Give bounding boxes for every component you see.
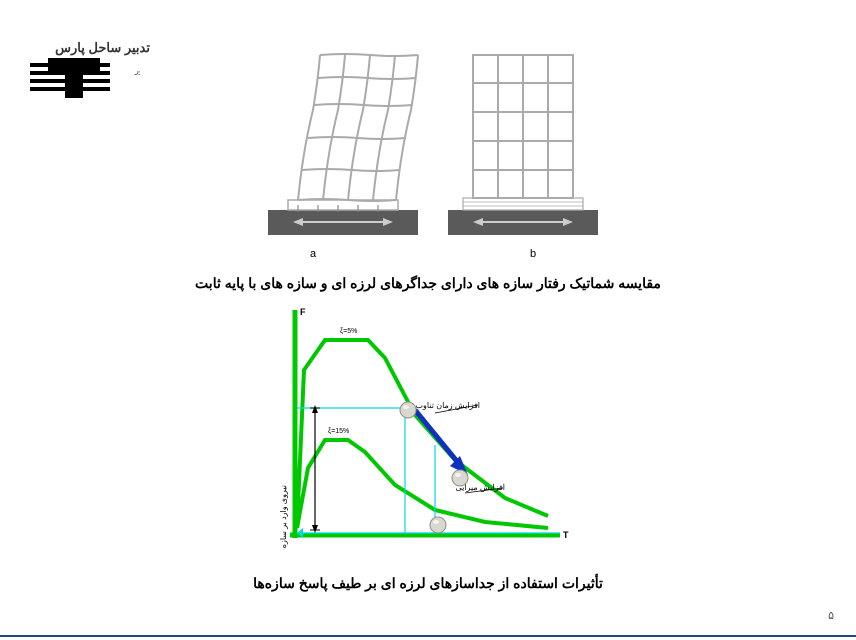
logo-block: تدبیر ساحل پارس مهندسین مشاور — [30, 40, 150, 108]
svg-text:F: F — [300, 307, 306, 317]
company-name: تدبیر ساحل پارس — [30, 40, 150, 56]
svg-text:مهندسین مشاور: مهندسین مشاور — [134, 66, 140, 75]
svg-text:افزایش زمان تناوب: افزایش زمان تناوب — [416, 401, 481, 410]
building-b — [448, 55, 598, 235]
logo-graphic: مهندسین مشاور — [30, 58, 140, 108]
building-comparison-figure — [248, 50, 608, 250]
page-number: ۵ — [828, 609, 834, 622]
svg-text:ξ=5%: ξ=5% — [340, 328, 357, 335]
svg-text:T: T — [563, 530, 569, 540]
footer-line — [0, 635, 856, 637]
building-a — [268, 54, 418, 235]
caption-1: مقایسه شماتیک رفتار سازه های دارای جداگر… — [0, 275, 856, 292]
svg-text:نیروی وارد بر سازه: نیروی وارد بر سازه — [280, 485, 288, 548]
svg-text:ξ=15%: ξ=15% — [328, 428, 349, 435]
response-spectrum-chart: F T نیروی وارد بر سازه ξ=5% ξ=15% افزایش… — [280, 300, 600, 560]
fig-label-a: a — [310, 248, 316, 260]
caption-2: تأثیرات استفاده از جداسازهای لرزه ای بر … — [0, 575, 856, 592]
fig-label-b: b — [530, 248, 536, 260]
